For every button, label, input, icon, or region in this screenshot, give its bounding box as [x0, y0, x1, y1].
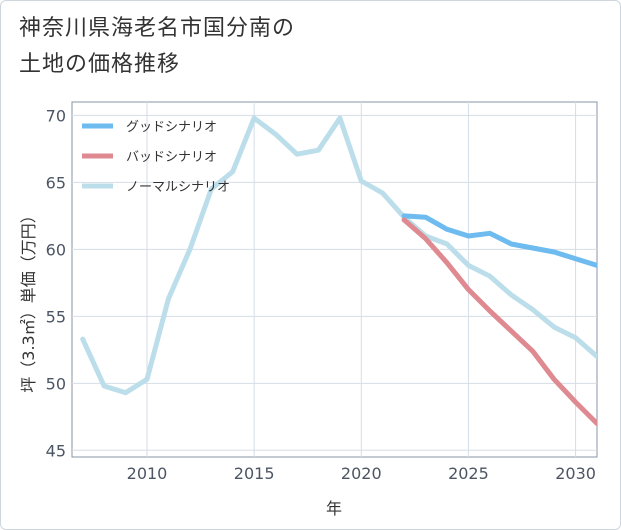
legend-label: バッドシナリオ: [126, 150, 217, 165]
y-tick-label: 55: [46, 307, 66, 326]
series-line: [80, 115, 597, 396]
plot-area: [71, 101, 598, 458]
y-tick-label: 65: [46, 173, 66, 192]
chart-title-line1: 神奈川県海老名市国分南の: [19, 16, 296, 41]
x-tick-label: 2030: [555, 464, 596, 483]
x-tick-label: 2025: [448, 464, 489, 483]
series-layer: [80, 115, 597, 426]
chart-title: 神奈川県海老名市国分南の 土地の価格推移: [19, 11, 579, 83]
tick-labels: 2010 2015 2020 2025 2030 45 50 55 60 65 70: [46, 106, 596, 483]
legend-label: グッドシナリオ: [126, 120, 217, 135]
y-tick-label: 50: [46, 374, 66, 393]
chart-title-line2: 土地の価格推移: [19, 52, 181, 77]
series-line: [401, 213, 597, 268]
legend-label: ノーマルシナリオ: [126, 180, 230, 195]
x-tick-label: 2015: [234, 464, 275, 483]
x-tick-label: 2010: [127, 464, 168, 483]
series-line: [401, 217, 597, 426]
grid: [72, 102, 597, 457]
y-tick-label: 45: [46, 441, 66, 460]
y-tick-label: 60: [46, 240, 66, 259]
y-tick-label: 70: [46, 106, 66, 125]
x-axis-label: 年: [326, 499, 342, 518]
x-tick-label: 2020: [341, 464, 382, 483]
y-axis-label: 坪（3.3㎡）単価（万円）: [19, 207, 38, 392]
